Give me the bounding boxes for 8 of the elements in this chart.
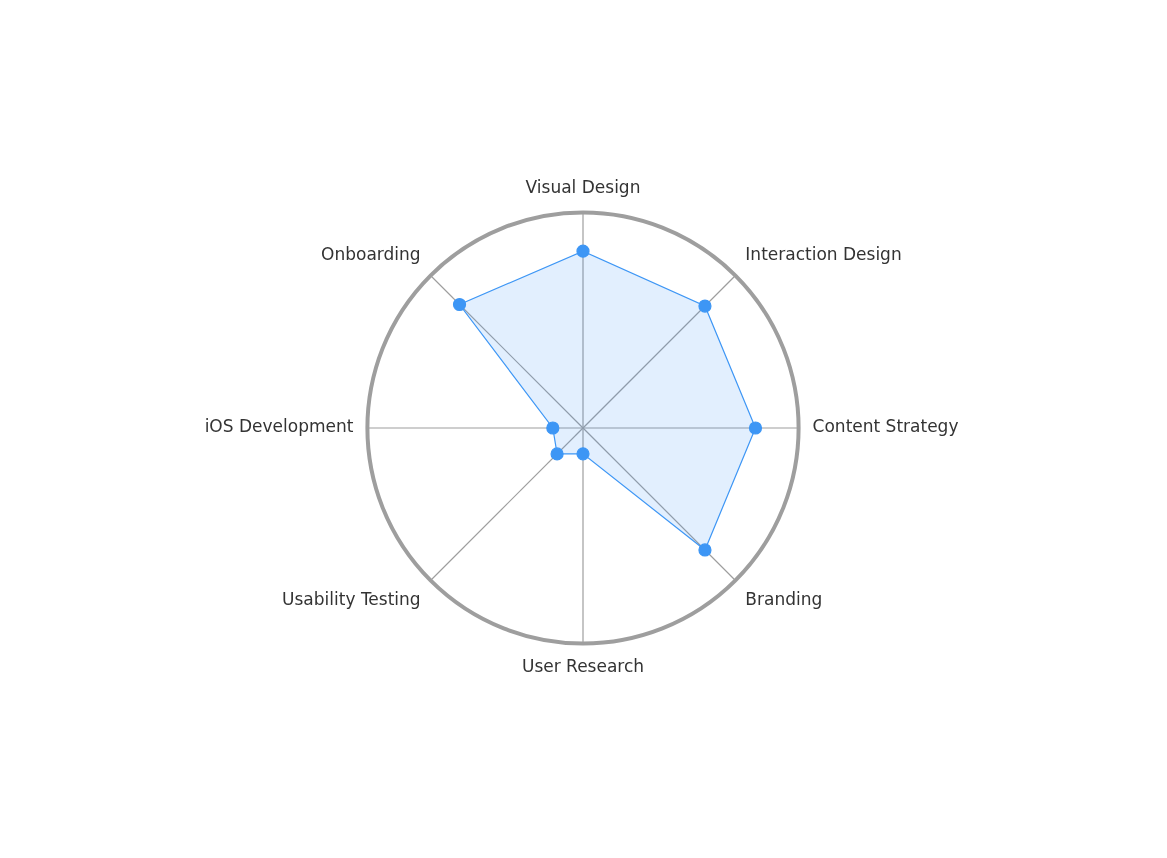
spoke-label: Content Strategy	[812, 416, 959, 437]
spoke-label: User Research	[521, 656, 645, 677]
spoke-label: iOS Development	[204, 416, 354, 437]
spoke-label: Onboarding	[321, 243, 421, 264]
spoke-label: Interaction Design	[745, 243, 902, 264]
spoke-label: Visual Design	[525, 176, 641, 197]
spoke-label: Usability Testing	[282, 588, 421, 609]
spoke-label: Branding	[745, 588, 823, 609]
